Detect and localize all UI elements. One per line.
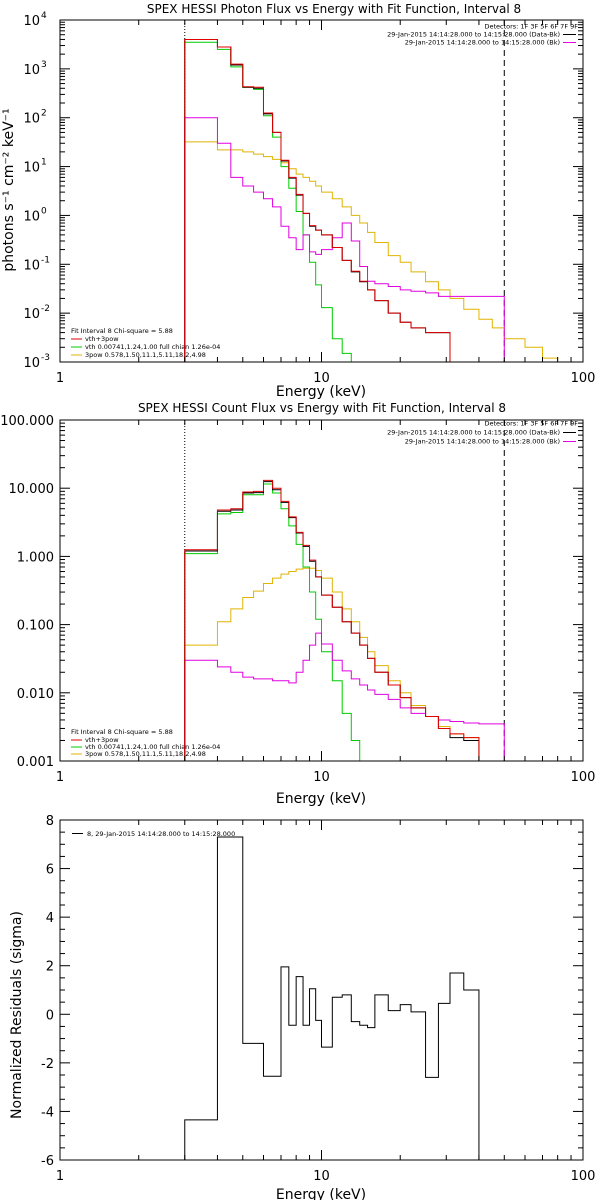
residual-x-tick-label: 1 xyxy=(56,1169,64,1184)
photon-y-tick-exponent: -3 xyxy=(41,353,50,363)
photon-detectors-label: Detectors: 1F 3F 5F 6F 7F 9F xyxy=(484,23,578,31)
photon-y-tick-exponent: 4 xyxy=(41,11,47,21)
residual-y-axis-label: Normalized Residuals (sigma) xyxy=(9,911,25,1119)
residual-y-tick-label: 2 xyxy=(46,960,54,975)
photon-series-group xyxy=(184,38,559,362)
count-x-tick-label: 100 xyxy=(571,770,596,785)
photon-y-tick-exponent: 0 xyxy=(41,206,47,216)
count-y-tick-label: 0.100 xyxy=(17,619,54,634)
residual-y-tick-label: 0 xyxy=(46,1008,54,1023)
photon-y-tick-label: 10 xyxy=(23,112,40,127)
count-flux-title: SPEX HESSI Count Flux vs Energy with Fit… xyxy=(138,401,506,415)
photon-y-tick-label: 10 xyxy=(23,14,40,29)
count-fit-vth-text: vth 0.00741,1.24,1.00 full chian 1.26e-0… xyxy=(85,743,220,751)
count-y-tick-label: 10.000 xyxy=(9,482,55,497)
count-series-group xyxy=(184,479,505,761)
residual-x-tick-label: 100 xyxy=(571,1169,596,1184)
residual-y-tick-label: 4 xyxy=(46,911,54,926)
photon-y-tick-label: 10 xyxy=(23,63,40,78)
count-y-tick-label: 100.000 xyxy=(0,414,54,429)
photon-bk-interval-label: 29-Jan-2015 14:14:28.000 to 14:15:28.000… xyxy=(405,39,560,47)
photon-data-series xyxy=(184,38,451,362)
photon-y-tick-label: 10 xyxy=(23,258,40,273)
photon-fit-interval-text: Fit Interval 8 Chi-square = 5.88 xyxy=(71,327,173,335)
photon-y-tick-exponent: 3 xyxy=(41,60,47,70)
photon-y-tick-label: 10 xyxy=(23,209,40,224)
photon-flux-panel: SPEX HESSI Photon Flux vs Energy with Fi… xyxy=(1,2,595,400)
photon-y-tick-exponent: 1 xyxy=(41,158,47,168)
count-x-tick-label: 1 xyxy=(56,770,64,785)
photon-3pow-fit-series xyxy=(184,141,559,362)
count-total-fit-series xyxy=(184,479,480,761)
count-flux-panel: SPEX HESSI Count Flux vs Energy with Fit… xyxy=(0,401,595,807)
residual-x-tick-label: 10 xyxy=(313,1169,330,1184)
photon-y-tick-label: 10 xyxy=(23,161,40,176)
count-fit-3pow-text: 3pow 0.578,1.50,11.1,5.11,18.2,4.98 xyxy=(85,750,206,758)
photon-fit-vth-text: vth 0.00741,1.24,1.00 full chian 1.26e-0… xyxy=(85,343,220,351)
photon-y-tick-label: 10 xyxy=(23,307,40,322)
residuals-panel: 8, 29-Jan-2015 14:14:28.000 to 14:15:28.… xyxy=(9,814,595,1200)
count-x-tick-label: 10 xyxy=(313,770,330,785)
count-3pow-fit-series xyxy=(184,567,480,761)
photon-data-interval-label: 29-Jan-2015 14:14:28.000 to 14:15:28.000… xyxy=(387,31,560,39)
photon-x-tick-label: 10 xyxy=(313,371,330,386)
residual-plot-frame xyxy=(59,819,584,1161)
photon-y-axis-label: photons s⁻¹ cm⁻² keV⁻¹ xyxy=(1,108,17,271)
residual-y-tick-label: -6 xyxy=(41,1154,54,1169)
photon-fit-total-text: vth+3pow xyxy=(85,335,119,343)
residual-y-tick-label: -2 xyxy=(41,1057,54,1072)
residual-legend-text: 8, 29-Jan-2015 14:14:28.000 to 14:15:28.… xyxy=(87,830,235,838)
count-y-tick-label: 0.001 xyxy=(17,755,54,770)
photon-y-tick-exponent: -1 xyxy=(41,255,50,265)
count-fit-total-text: vth+3pow xyxy=(85,736,119,744)
residual-residuals-series xyxy=(184,836,480,1160)
residual-y-tick-label: -4 xyxy=(41,1105,54,1120)
photon-total-fit-series xyxy=(184,38,451,362)
count-fit-interval-text: Fit Interval 8 Chi-square = 5.88 xyxy=(71,728,173,736)
count-bk-interval-label: 29-Jan-2015 14:14:28.000 to 14:15:28.000… xyxy=(405,438,560,446)
residual-y-tick-label: 6 xyxy=(46,863,54,878)
photon-x-tick-label: 100 xyxy=(571,371,596,386)
count-background-series xyxy=(184,632,505,761)
residual-series-group xyxy=(184,836,480,1160)
photon-flux-title: SPEX HESSI Photon Flux vs Energy with Fi… xyxy=(147,2,521,16)
count-y-tick-label: 1.000 xyxy=(17,550,54,565)
photon-x-tick-label: 1 xyxy=(56,371,64,386)
photon-y-tick-exponent: 2 xyxy=(41,109,47,119)
residual-y-tick-label: 8 xyxy=(46,814,54,829)
count-detectors-label: Detectors: 1F 3F 5F 6F 7F 9F xyxy=(484,420,578,428)
photon-y-tick-exponent: -2 xyxy=(41,304,50,314)
photon-fit-3pow-text: 3pow 0.578,1.50,11.1,5.11,18.2,4.98 xyxy=(85,351,206,359)
photon-background-series xyxy=(184,117,505,362)
residual-x-axis-label: Energy (keV) xyxy=(276,1187,366,1200)
count-data-interval-label: 29-Jan-2015 14:14:28.000 to 14:15:28.000… xyxy=(387,429,560,437)
count-x-axis-label: Energy (keV) xyxy=(276,791,366,807)
photon-x-axis-label: Energy (keV) xyxy=(276,384,366,400)
photon-y-tick-label: 10 xyxy=(23,356,40,371)
count-vth-fit-series xyxy=(184,483,368,761)
count-y-tick-label: 0.010 xyxy=(17,687,54,702)
